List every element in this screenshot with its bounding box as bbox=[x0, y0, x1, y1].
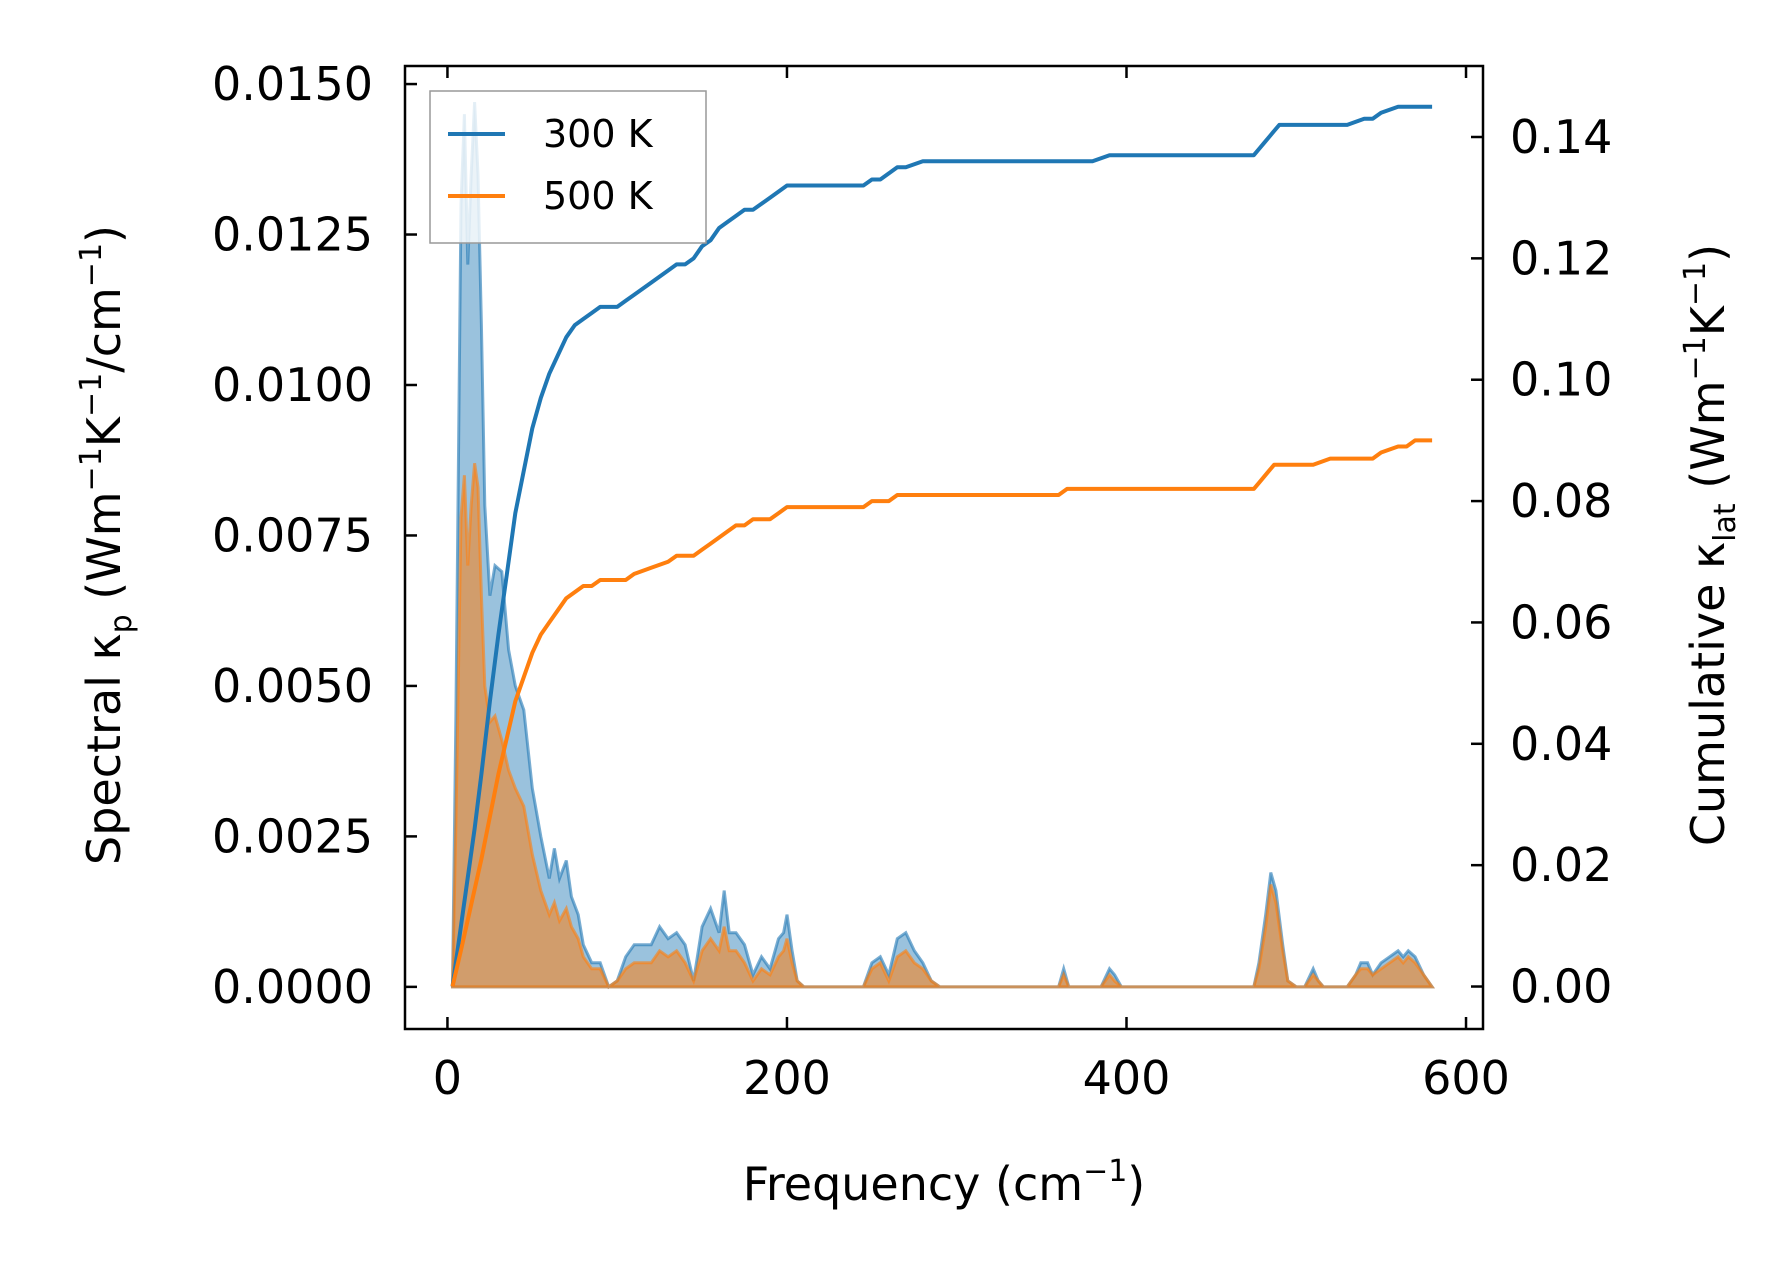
x-tick-label: 0 bbox=[433, 1051, 462, 1105]
cumulative-lines bbox=[450, 104, 1433, 987]
axis-ticks: 0 200 400 600 0.0000 0.0025 0.0050 0.0075 0.0100… bbox=[212, 57, 1612, 1105]
plot-frame bbox=[403, 64, 1485, 1031]
legend-label-300k: 300 K bbox=[543, 112, 654, 156]
x-tick-label: 200 bbox=[743, 1051, 831, 1105]
spectral-area-300k bbox=[450, 102, 1435, 990]
spectral-areas bbox=[450, 102, 1435, 990]
y-left-tick-label: 0.0000 bbox=[212, 960, 373, 1014]
y-left-tick-label: 0.0150 bbox=[212, 57, 373, 111]
y-right-tick-label: 0.06 bbox=[1510, 595, 1612, 649]
y-right-tick-label: 0.12 bbox=[1510, 231, 1612, 285]
y-left-tick-label: 0.0100 bbox=[212, 358, 373, 412]
cumulative-line-500k bbox=[450, 438, 1433, 987]
y-right-tick-label: 0.14 bbox=[1510, 110, 1612, 164]
x-tick-label: 400 bbox=[1083, 1051, 1171, 1105]
legend-label-500k: 500 K bbox=[543, 174, 654, 218]
y-right-tick-label: 0.08 bbox=[1510, 474, 1612, 528]
y-right-tick-label: 0.00 bbox=[1510, 960, 1612, 1014]
y-right-tick-label: 0.04 bbox=[1510, 717, 1612, 771]
y-left-tick-label: 0.0050 bbox=[212, 659, 373, 713]
x-tick-label: 600 bbox=[1422, 1051, 1510, 1105]
y-right-tick-label: 0.10 bbox=[1510, 353, 1612, 407]
y-left-tick-label: 0.0025 bbox=[212, 809, 373, 863]
cumulative-line-300k bbox=[450, 104, 1433, 987]
spectral-area-500k bbox=[450, 462, 1435, 990]
y-left-tick-label: 0.0125 bbox=[212, 208, 373, 262]
y-right-tick-label: 0.02 bbox=[1510, 838, 1612, 892]
legend: 300 K 500 K bbox=[429, 90, 707, 244]
y-axis-left-title: Spectral κp (Wm−1K−1/cm−1) bbox=[74, 225, 139, 865]
x-axis-title: Frequency (cm−1) bbox=[743, 1154, 1146, 1211]
y-axis-right-title: Cumulative κlat (Wm−1K−1) bbox=[1678, 244, 1743, 846]
legend-box bbox=[429, 90, 707, 244]
y-left-tick-label: 0.0075 bbox=[212, 508, 373, 562]
